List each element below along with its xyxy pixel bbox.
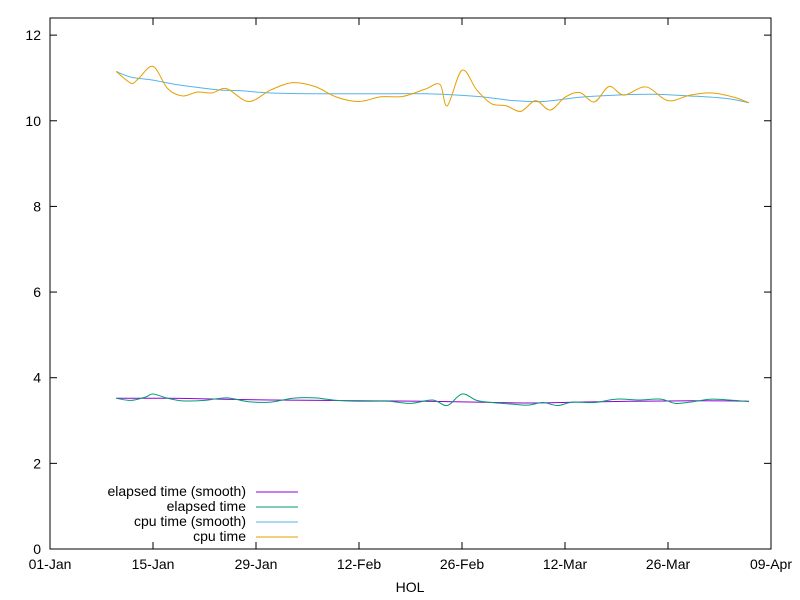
legend-label: elapsed time (smooth) <box>107 483 246 499</box>
x-tick-label: 12-Mar <box>543 556 588 572</box>
series-line-cpu-time-smooth <box>116 71 750 104</box>
x-axis-title: HOL <box>396 579 425 595</box>
y-tick-label: 12 <box>25 27 41 43</box>
legend-label: cpu time <box>193 528 246 544</box>
series-line-cpu-time <box>115 65 750 112</box>
y-tick-label: 10 <box>25 113 41 129</box>
legend-label: elapsed time <box>167 498 247 514</box>
plot-border <box>49 17 772 550</box>
y-tick-label: 0 <box>33 541 41 557</box>
series-line-elapsed-time <box>116 393 749 407</box>
x-tick-label: 09-Apr <box>750 556 792 572</box>
x-tick-label: 12-Feb <box>337 556 382 572</box>
x-tick-label: 15-Jan <box>132 556 175 572</box>
series-line-elapsed-time-smooth <box>116 397 749 404</box>
x-tick-label: 26-Mar <box>646 556 691 572</box>
x-tick-label: 01-Jan <box>29 556 72 572</box>
series-lines <box>115 65 750 407</box>
x-tick-label: 26-Feb <box>440 556 485 572</box>
legend-label: cpu time (smooth) <box>134 513 246 529</box>
y-tick-label: 8 <box>33 198 41 214</box>
plot-frame <box>49 17 772 550</box>
y-tick-label: 6 <box>33 284 41 300</box>
axis-ticks: 0 2 4 6 8 10 12 01-Jan 15-Jan 29-Jan 12-Feb 26-Feb 1… <box>25 18 792 572</box>
y-tick-label: 4 <box>33 370 41 386</box>
x-tick-label: 29-Jan <box>235 556 278 572</box>
y-tick-label: 2 <box>33 455 41 471</box>
